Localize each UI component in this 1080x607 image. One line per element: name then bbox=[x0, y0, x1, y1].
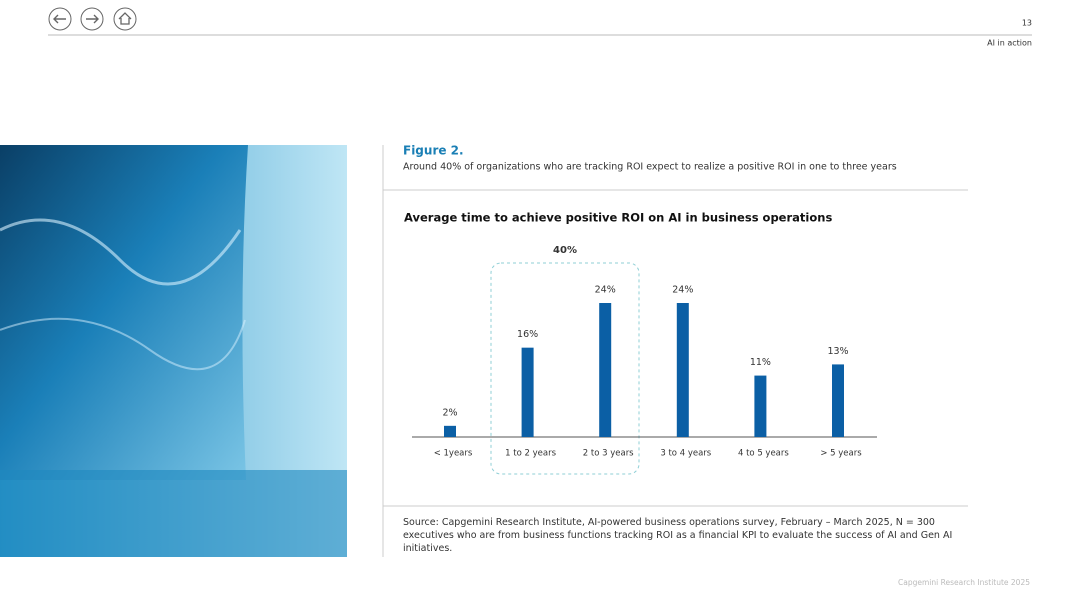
bar bbox=[754, 375, 767, 437]
bar bbox=[676, 303, 689, 437]
nav-home[interactable] bbox=[113, 7, 137, 31]
bar bbox=[599, 303, 612, 437]
bar bbox=[444, 425, 456, 437]
x-tick-label: < 1years bbox=[434, 449, 473, 459]
bar bbox=[832, 364, 844, 437]
x-tick-label: 1 to 2 years bbox=[505, 449, 556, 459]
x-tick-label: 3 to 4 years bbox=[660, 449, 711, 459]
nav-forward[interactable] bbox=[80, 7, 104, 31]
value-label: 2% bbox=[442, 407, 457, 418]
page-number: 13 bbox=[1022, 19, 1032, 28]
value-label: 16% bbox=[517, 329, 538, 340]
source-note: Source: Capgemini Research Institute, AI… bbox=[403, 517, 953, 554]
value-label: 24% bbox=[672, 285, 693, 296]
highlight-box bbox=[490, 262, 640, 475]
bar bbox=[521, 347, 534, 437]
figure-caption: Around 40% of organizations who are trac… bbox=[403, 162, 897, 173]
value-label: 11% bbox=[750, 357, 771, 368]
chart-title: Average time to achieve positive ROI on … bbox=[404, 211, 832, 225]
section-name: AI in action bbox=[987, 39, 1032, 48]
nav-back[interactable] bbox=[48, 7, 72, 31]
photo bbox=[0, 145, 347, 557]
value-label: 24% bbox=[595, 285, 616, 296]
x-tick-label: 2 to 3 years bbox=[583, 449, 634, 459]
x-tick-label: 4 to 5 years bbox=[738, 449, 789, 459]
x-tick-label: > 5 years bbox=[820, 449, 862, 459]
figure-label: Figure 2. bbox=[403, 144, 464, 158]
footer: Capgemini Research Institute 2025 bbox=[898, 578, 1030, 587]
annotation: 40% bbox=[553, 245, 577, 256]
value-label: 13% bbox=[827, 346, 848, 357]
